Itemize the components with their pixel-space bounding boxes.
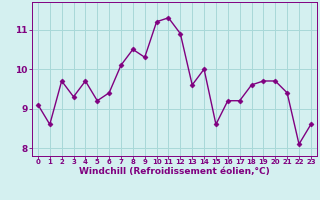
X-axis label: Windchill (Refroidissement éolien,°C): Windchill (Refroidissement éolien,°C): [79, 167, 270, 176]
